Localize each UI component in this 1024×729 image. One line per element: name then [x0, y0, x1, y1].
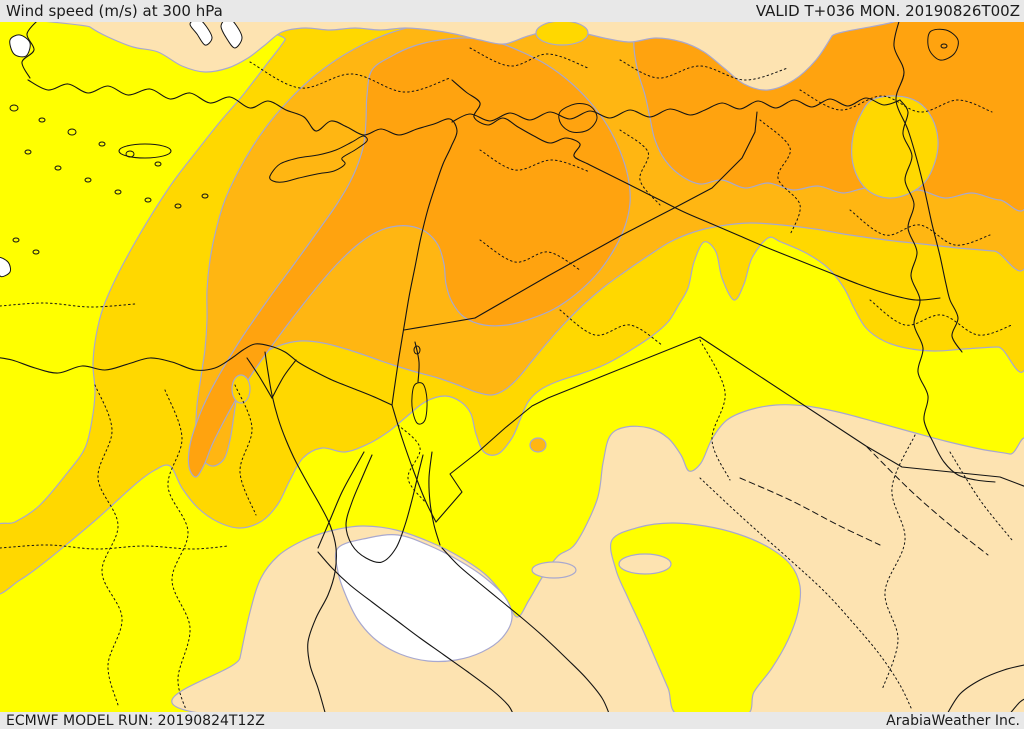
border-jordan-saudi-iraq	[435, 336, 1024, 523]
river-nile-branch-east	[271, 359, 297, 399]
admin-syria-east	[619, 129, 661, 206]
admin-saudi-vertical	[881, 434, 916, 691]
island-8	[84, 177, 92, 183]
island-5	[154, 161, 162, 167]
island-15	[940, 43, 948, 49]
admin-sinai-negev	[397, 424, 426, 503]
island-white-aegean-south	[0, 256, 12, 278]
admin-turkey-northeast	[799, 89, 993, 113]
border-iran-west	[899, 99, 996, 483]
river-nile-branch-west	[246, 357, 273, 399]
island-9	[114, 189, 122, 195]
admin-egypt-center	[164, 389, 191, 711]
coastline-gulf-suez	[317, 451, 365, 549]
island-14	[32, 249, 40, 255]
admin-jordan-east	[699, 339, 731, 481]
map-container	[0, 22, 1024, 712]
coastline-persian-gulf-inner	[1010, 698, 1024, 712]
wind-core-orange-west	[187, 37, 631, 478]
wind-spot-pale-top	[535, 22, 589, 46]
lake-galilee	[413, 345, 421, 355]
admin-syria-north	[479, 149, 591, 173]
admin-turkey-east	[619, 59, 789, 81]
coastline-red-sea-egypt	[317, 551, 513, 712]
coastline-gulf-aqaba	[428, 451, 441, 546]
coastline-aegean-north	[21, 22, 37, 79]
river-euphrates	[451, 79, 941, 301]
weather-map-svg	[0, 22, 1024, 712]
island-3	[98, 141, 106, 147]
island-13	[12, 237, 20, 243]
island-2	[67, 128, 77, 136]
wind-hole-gold-northeast	[851, 95, 939, 199]
coastline-sinai	[345, 454, 424, 564]
admin-kuwait-area	[949, 451, 1013, 541]
coastline-egypt	[0, 343, 393, 406]
river-jordan	[414, 341, 420, 383]
coastline-persian-gulf	[947, 664, 1024, 712]
island-white-aegean-north	[9, 34, 31, 58]
dead-sea-outline	[411, 382, 428, 425]
admin-turkey-west	[249, 61, 451, 93]
admin-syria-central	[479, 239, 581, 271]
wind-islet-beige-west	[531, 561, 577, 579]
admin-turkey-center	[469, 47, 589, 69]
island-4	[125, 150, 135, 158]
wind-calm-white-red-sea	[334, 534, 513, 663]
border-syria-iraq	[474, 111, 758, 319]
header-bar: Wind speed (m/s) at 300 hPa VALID T+036 …	[0, 0, 1024, 22]
island-0	[9, 104, 19, 112]
border-saudi-east-dashed	[866, 446, 989, 556]
wind-islet-beige-east	[618, 553, 672, 575]
valid-time-label: VALID T+036 MON. 20190826T00Z	[755, 1, 1020, 20]
wind-spot-gold-delta	[231, 374, 251, 404]
cyprus-coastline	[269, 135, 368, 183]
island-10	[144, 197, 152, 203]
model-run-label: ECMWF MODEL RUN: 20190824T12Z	[6, 712, 265, 729]
island-1	[38, 117, 46, 123]
map-title: Wind speed (m/s) at 300 hPa	[6, 1, 223, 20]
island-11	[174, 203, 182, 209]
coastline-turkey-levant	[27, 79, 458, 406]
lake-tuz-east	[220, 22, 243, 49]
admin-syria-desert	[559, 309, 663, 346]
admin-egypt-east	[234, 384, 257, 516]
admin-iraq-north	[759, 119, 801, 236]
footer-bar: ECMWF MODEL RUN: 20190824T12Z ArabiaWeat…	[0, 712, 1024, 729]
border-syria-jordan	[403, 317, 476, 331]
island-rhodes	[118, 143, 172, 159]
border-iraq-saudi-dashed	[739, 477, 881, 546]
coastline-red-sea-arabia	[441, 547, 610, 712]
lake-tuz-west	[189, 22, 213, 46]
river-tigris	[893, 22, 963, 353]
island-7	[54, 165, 62, 171]
island-12	[201, 193, 209, 199]
admin-egypt-parallel	[0, 544, 229, 550]
credit-label: ArabiaWeather Inc.	[886, 712, 1020, 729]
border-turkey-south	[451, 97, 901, 123]
wind-spot-amber-south	[529, 437, 547, 453]
wind-band-beige-top	[45, 22, 896, 91]
lake-urmia-outline	[927, 28, 959, 61]
admin-saudi-diagonal	[699, 477, 913, 711]
lake-van-outline	[558, 103, 598, 133]
border-egypt-israel	[391, 404, 437, 523]
admin-iraq-south	[869, 299, 1013, 336]
island-6	[24, 149, 32, 155]
admin-sea-parallel	[0, 302, 136, 308]
river-nile	[264, 351, 337, 712]
